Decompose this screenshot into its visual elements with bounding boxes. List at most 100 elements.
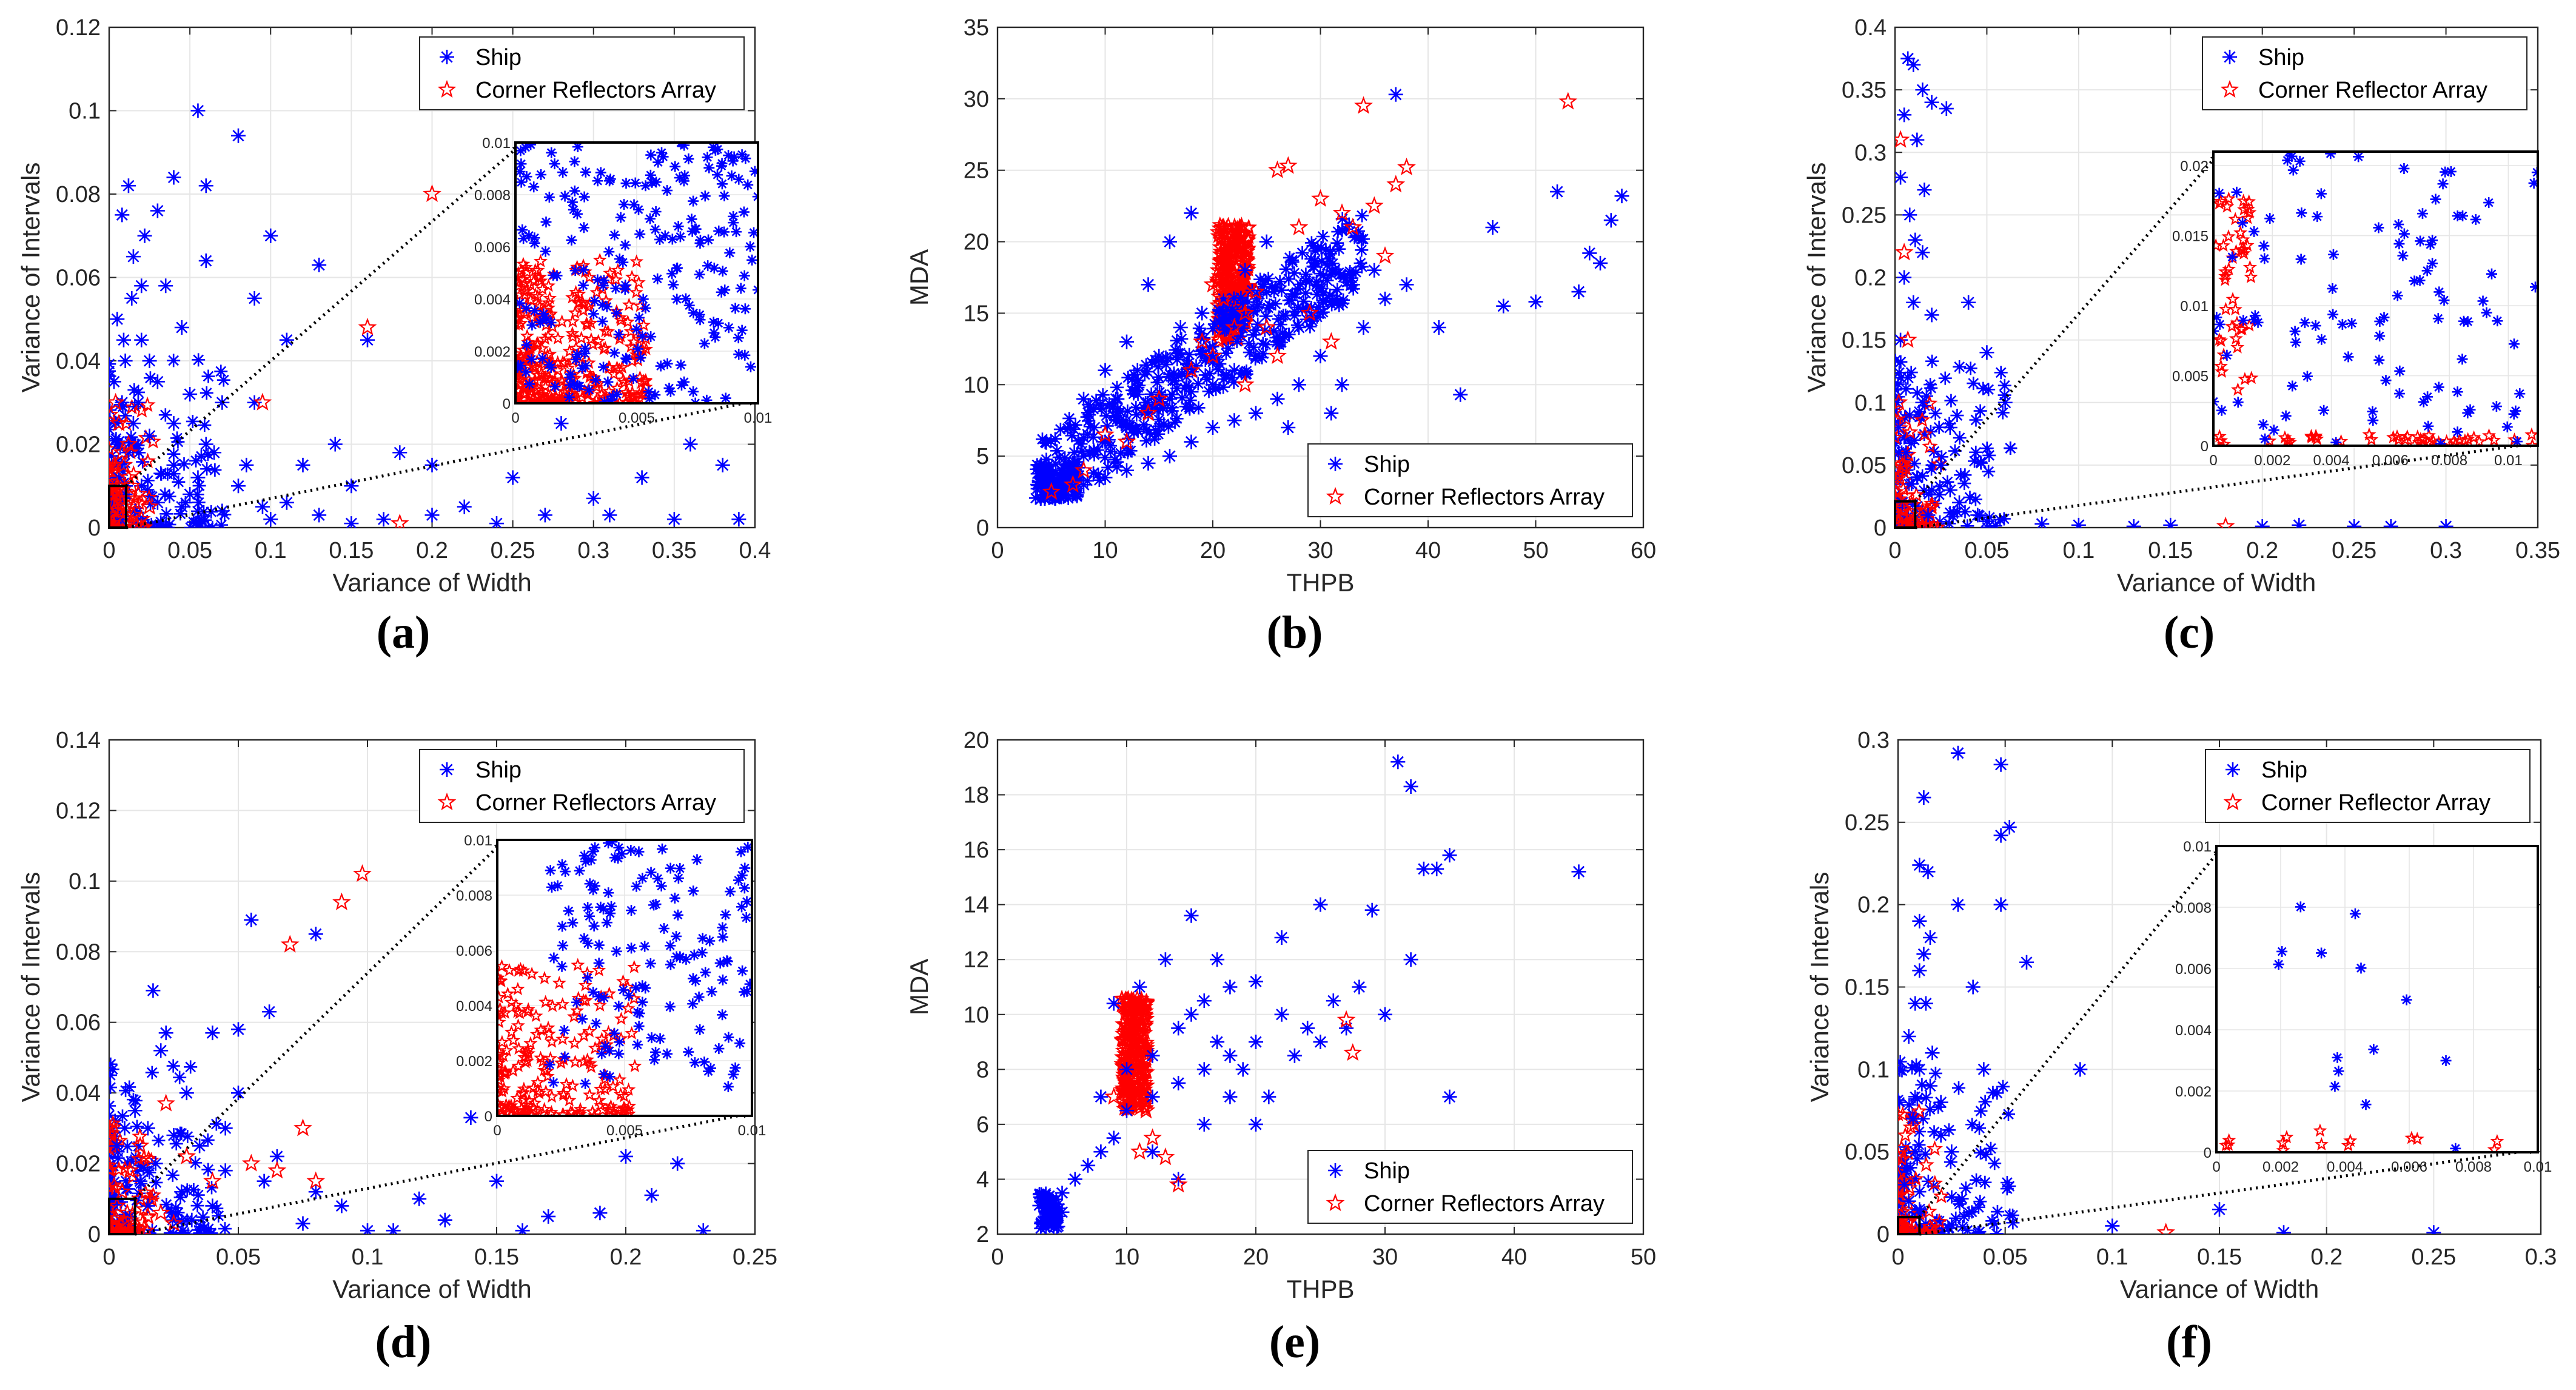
ship-point [150,203,165,218]
inset-ship-point [529,232,540,244]
ship-cluster-point [109,357,116,371]
inset-ship-point [543,192,555,203]
corner-point [1117,432,1136,450]
ship-point [1603,213,1618,228]
ship-cluster-point [1953,360,1967,374]
inset-ship-point [528,181,540,193]
ship-point [1042,1199,1057,1214]
inset-ship-point [650,206,662,218]
inset-corner-point [497,1107,508,1116]
ship-cluster-point [181,1227,195,1234]
inset-ship-point [654,233,665,245]
ship-point [1313,306,1328,321]
corner-point [120,1161,139,1179]
inset-ship-point [525,143,537,150]
inset-ship-point [671,294,683,305]
inset-corner-point [528,372,542,386]
inset-ship-point [632,1007,643,1018]
ship-cluster-point [1355,260,1369,274]
ship-point [1152,349,1167,364]
inset-corner-point [628,1058,642,1072]
inset-x-tick-label: 0.01 [744,410,773,426]
ship-cluster-point [1213,304,1227,318]
inset-corner-point [2343,1133,2358,1147]
inset-corner-point [621,1001,636,1015]
ship-point [1895,170,1908,185]
inset-y-tick-label: 0 [2204,1145,2212,1161]
inset-corner-point [547,375,562,389]
corner-cluster-point [1134,1081,1150,1097]
ship-point [1227,413,1242,428]
ship-cluster-point [1906,497,1920,511]
corner-point [1895,392,1908,411]
inset-corner-point [555,1032,570,1046]
ship-point [1067,1172,1082,1187]
inset-ship-point [2374,315,2386,327]
y-tick-label: 0 [88,1222,101,1247]
inset-frame [514,141,759,405]
ship-cluster-point [1933,1227,1947,1234]
inset-corner-point [2334,434,2349,446]
ship-cluster-point [1137,418,1151,432]
ship-point [111,470,126,485]
ship-point [670,1156,685,1171]
inset-corner-point [606,366,621,380]
ship-cluster-point [1033,462,1047,476]
legend-box [2202,36,2527,110]
inset-ship-point [540,246,551,257]
inset-ship-point [611,388,623,400]
y-tick-label: 10 [964,372,989,398]
y-tick-label: 16 [964,838,989,863]
corner-point [115,1214,134,1232]
legend-corner-label: Corner Reflector Array [2261,790,2490,816]
ship-cluster-point [1269,281,1283,295]
inset-ship-point [669,892,680,904]
ship-cluster-point [1139,358,1153,372]
x-tick-label: 0 [991,1244,1004,1270]
ship-point [1924,95,1939,110]
inset-corner-point [2213,193,2228,207]
ship-cluster-point [1182,348,1196,361]
inset-corner-point [577,1028,591,1042]
legend-corner-label: Corner Reflector Array [2258,78,2487,103]
ship-cluster-point [196,1210,210,1224]
ship-cluster-point [1093,398,1107,412]
corner-point [124,505,143,523]
ship-cluster-point [1932,488,1946,502]
ship-cluster-point [1335,223,1349,237]
inset-ship-point [611,307,622,319]
ship-cluster-point [1924,381,1938,395]
corner-cluster-point [1130,1087,1147,1103]
inset-ship-point [709,331,721,343]
inset-ship-point [2290,337,2301,348]
inset-ship-point [2373,354,2385,366]
inset-ship-point [2258,419,2269,431]
inset-corner-point [2236,232,2250,246]
corner-point [1104,1087,1124,1105]
inset-corner-point [497,973,508,987]
ship-cluster-point [1236,296,1250,310]
inset-ship-point [654,1033,666,1044]
inset-ship-point [2301,371,2313,382]
ship-point [109,374,121,389]
ship-point [2019,955,2034,970]
inset-ship-point [719,284,731,296]
ship-cluster-point [1203,366,1217,380]
ship-point [1571,284,1586,300]
ship-cluster-point [1978,1175,1992,1189]
corner-point [353,864,372,882]
inset-ship-point [742,179,754,190]
ship-point [1912,913,1927,928]
corner-cluster-point [1919,502,1936,517]
ship-cluster-point [1308,244,1322,258]
inset-ship-point [637,980,648,992]
inset-corner-point [629,285,643,299]
inset-corner-point [573,1102,588,1116]
ship-point [696,1223,711,1234]
ship-cluster-point [1131,374,1145,388]
x-tick-label: 0.15 [474,1244,519,1270]
ship-cluster-point [1331,225,1345,239]
inset-corner-point [542,1026,556,1040]
ship-cluster-point [1923,1103,1937,1116]
